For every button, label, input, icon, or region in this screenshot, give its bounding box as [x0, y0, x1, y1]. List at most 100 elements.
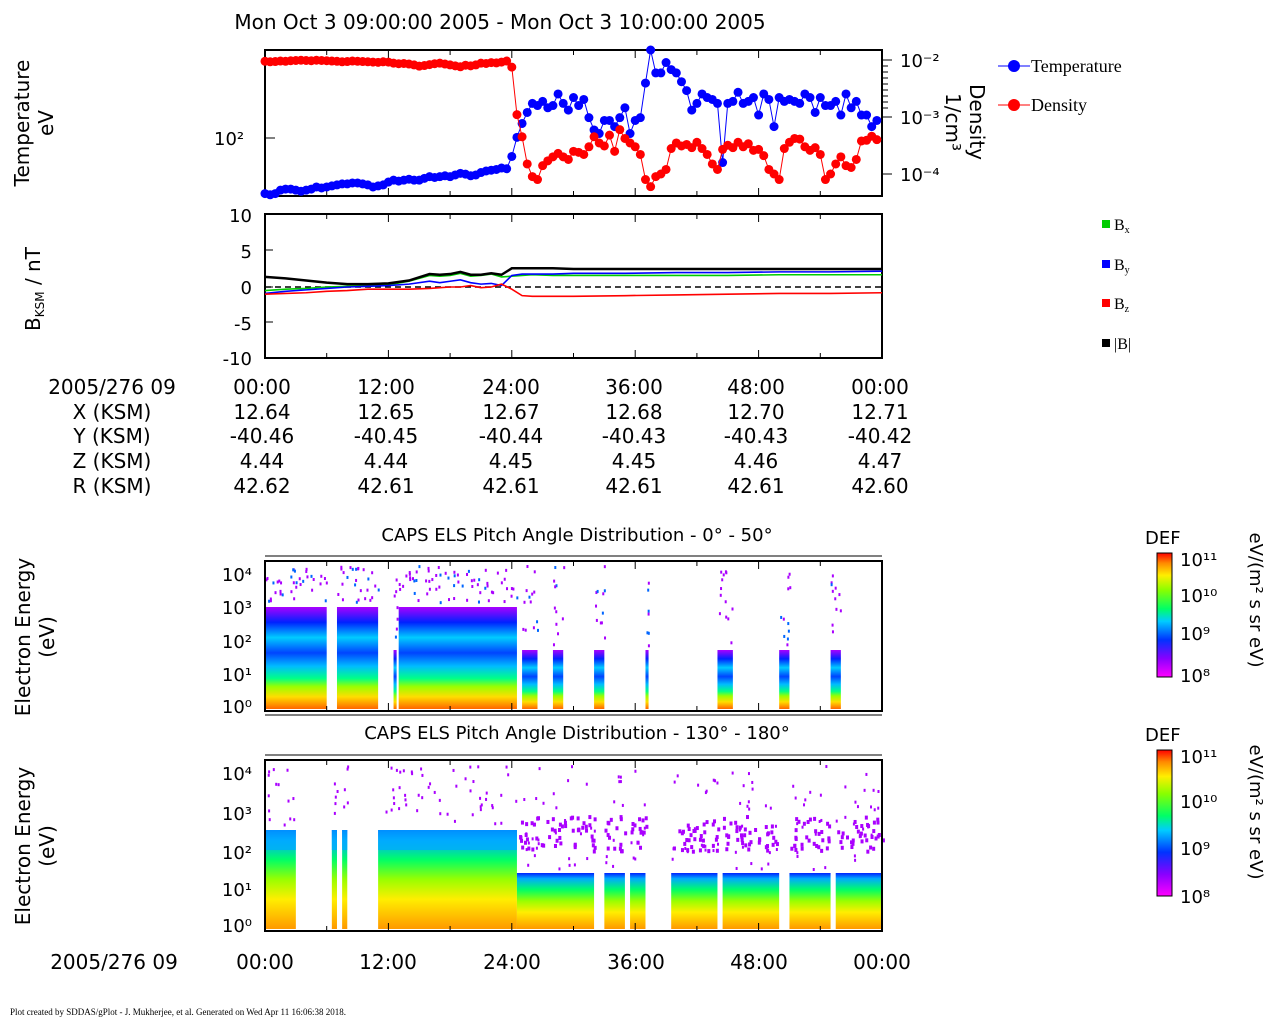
spectrogram-speck [827, 837, 831, 842]
spectrogram-speck [619, 775, 622, 779]
spectrogram-speck [817, 831, 821, 836]
spectrogram-speck [872, 846, 876, 851]
spectrogram-speck [367, 577, 370, 581]
spectrogram-speck [268, 770, 271, 774]
ephemeris-row-label: X (KSM) [73, 400, 152, 424]
spectrogram-speck [595, 604, 598, 608]
temperature-series [260, 45, 882, 200]
spectrogram-speck [615, 826, 619, 831]
spectrogram-speck [754, 827, 758, 832]
spectrogram-speck [862, 827, 865, 831]
spectrogram-speck [593, 829, 596, 833]
spec2-tick-1e4: 10⁴ [222, 764, 252, 785]
temperature-point [522, 107, 532, 117]
temperature-point [682, 86, 692, 96]
spectrogram-speck [619, 842, 623, 847]
spectrogram-speck [766, 844, 770, 849]
spectrogram-speck [275, 782, 278, 786]
spectrogram-speck [455, 784, 458, 788]
spectrogram-speck [689, 833, 693, 838]
spectrogram-speck [864, 815, 868, 820]
spectrogram-speck [542, 843, 546, 848]
spectrogram-speck [283, 823, 286, 827]
spectrogram-speck [642, 833, 645, 837]
spectrogram-speck [808, 817, 812, 822]
spectrogram-speck [588, 815, 592, 820]
spectrogram-speck [507, 773, 510, 777]
spectrogram-speck [641, 818, 645, 823]
spectrogram-speck [720, 570, 723, 574]
spectrogram1-data [265, 565, 842, 709]
spectrogram-speck [747, 772, 750, 776]
spectrogram-speck [548, 835, 552, 840]
spectrogram-speck [510, 594, 513, 598]
spectrogram-speck [295, 581, 298, 585]
spectrogram-speck [484, 568, 487, 572]
spectrogram-speck [735, 866, 738, 870]
spectrogram-speck [818, 819, 821, 823]
spectrogram-speck [289, 817, 292, 821]
spectrogram-band [265, 830, 296, 850]
spectrogram-speck [439, 601, 442, 605]
spectrogram-speck [775, 842, 779, 847]
spectrogram-speck [802, 821, 806, 826]
spectrogram-speck [560, 824, 564, 829]
spectrogram-speck [725, 615, 728, 619]
ephemeris-cell: 42.60 [851, 474, 908, 498]
density-line [264, 59, 878, 188]
spectrogram-speck [453, 574, 456, 578]
spectrogram-speck [876, 834, 880, 839]
spectrogram-speck [494, 822, 497, 826]
density-point [712, 164, 722, 174]
colorbar1-tick-4: 10⁸ [1180, 666, 1210, 687]
spectrogram-speck [874, 836, 878, 841]
spectrogram-speck [333, 811, 336, 815]
spectrogram-speck [603, 565, 606, 569]
temperature-point [635, 113, 645, 123]
spectrogram-speck [427, 566, 430, 570]
spectrogram-speck [854, 858, 857, 862]
ephemeris-cell: -40.45 [354, 424, 418, 448]
spectrogram-speck [585, 782, 588, 786]
temperature-point [579, 94, 589, 104]
spectrogram-speck [402, 769, 405, 773]
spectrogram-speck [277, 783, 280, 787]
spectrogram-speck [749, 840, 753, 845]
bottom-time-axis: 2005/276 09 00:00 12:00 24:00 36:00 48:00 00:… [50, 950, 911, 974]
spectrogram-speck [700, 843, 703, 847]
spec2-tick-1e0: 10⁰ [222, 916, 252, 937]
density-point [502, 56, 512, 66]
spectrogram-speck [612, 838, 615, 842]
spectrogram-speck [815, 843, 819, 848]
colorbar2-label: DEF [1145, 725, 1181, 746]
spectrogram-speck [447, 576, 450, 580]
spectrogram-speck [590, 834, 594, 839]
spectrogram-speck [584, 824, 588, 829]
spectrogram-speck [341, 598, 344, 602]
spectrogram-speck [644, 816, 648, 821]
spectrogram-speck [640, 829, 643, 833]
spectrogram-speck [796, 854, 799, 858]
spectrogram-speck [486, 581, 489, 585]
spectrogram-speck [461, 584, 464, 588]
spectrogram-speck [794, 828, 798, 833]
temperature-point [748, 93, 758, 103]
temperature-point [841, 89, 851, 99]
spectrogram-speck [487, 599, 490, 603]
ephemeris-table: 2005/276 09X (KSM)Y (KSM)Z (KSM)R (KSM) 0… [48, 375, 912, 498]
temperature-point [676, 77, 686, 87]
spectrogram-speck [413, 579, 416, 583]
spectrogram-speck [714, 779, 717, 783]
temperature-point [548, 101, 558, 111]
spectrogram-segment [830, 650, 841, 709]
density-point [759, 151, 769, 161]
spectrogram-speck [826, 821, 830, 826]
spectrogram-speck [421, 796, 424, 800]
spectrogram-speck [325, 581, 328, 585]
spectrogram-speck [531, 592, 534, 596]
spectrogram-segment [552, 650, 564, 709]
spectrogram-speck [738, 828, 741, 832]
spectrogram-speck [796, 851, 799, 855]
spectrogram-speck [606, 833, 610, 838]
spectrogram-speck [734, 850, 737, 854]
